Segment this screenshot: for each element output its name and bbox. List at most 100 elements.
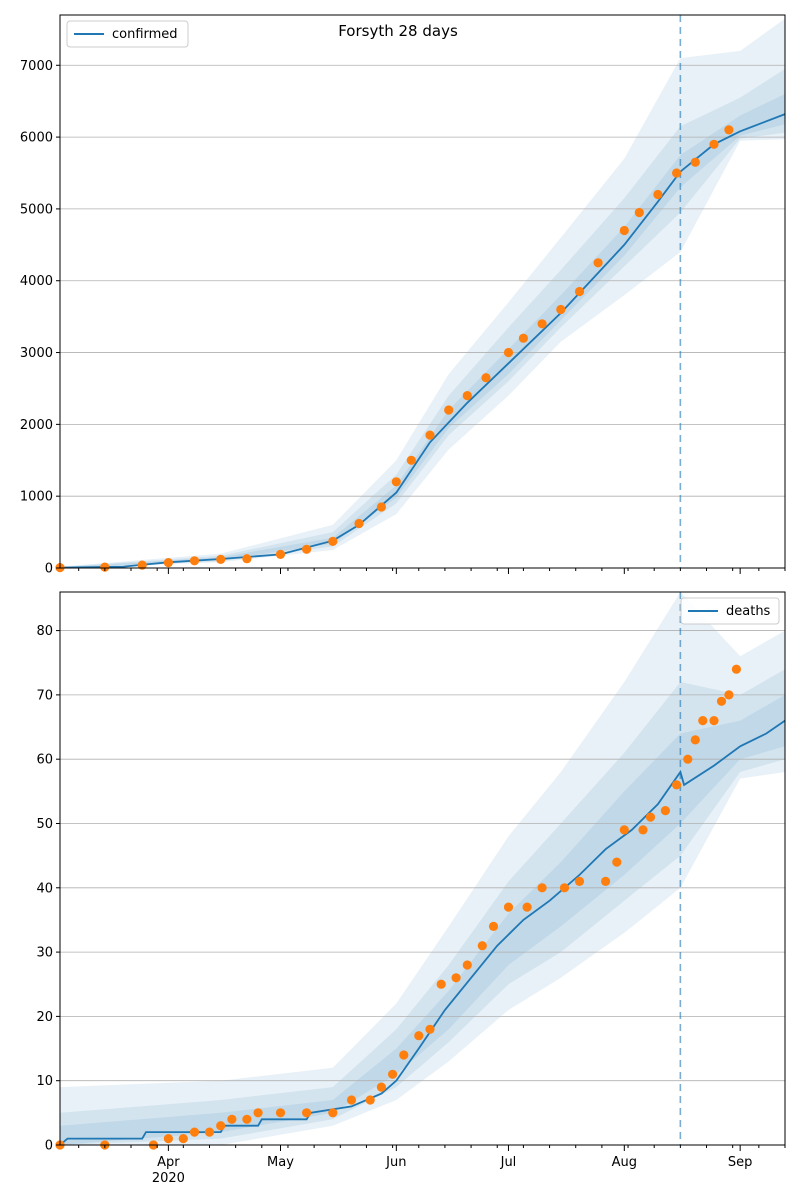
y-tick-label: 0 (45, 1139, 53, 1154)
data-point (376, 1082, 386, 1092)
data-point (593, 258, 603, 268)
band-outer (60, 592, 785, 1145)
data-point (481, 373, 491, 383)
data-point (709, 139, 719, 149)
confirmed-model-line (59, 113, 786, 569)
data-point (619, 225, 629, 236)
x-tick-label: Apr (157, 1155, 180, 1170)
deaths-gridlines (60, 630, 785, 1146)
data-point (365, 1095, 375, 1105)
data-point (414, 1031, 424, 1041)
confirmed-y-axis: 0 1000 2000 3000 4000 5000 6000 7000 (20, 59, 60, 577)
data-point (275, 1108, 286, 1118)
x-tick-sublabel: 2020 (152, 1171, 185, 1186)
data-point (189, 556, 200, 566)
data-point (724, 690, 734, 700)
data-point (574, 876, 585, 887)
data-point (388, 1069, 398, 1079)
confirmed-observed-points (55, 125, 734, 573)
data-point (425, 1024, 435, 1034)
deaths-legend[interactable]: deaths (680, 597, 780, 625)
data-point (436, 979, 446, 989)
data-point (242, 554, 252, 564)
data-point (601, 876, 611, 887)
y-tick-label: 70 (36, 688, 53, 703)
data-point (216, 1121, 226, 1131)
data-point (189, 1127, 200, 1137)
y-tick-label: 5000 (20, 202, 53, 217)
data-point (645, 812, 656, 822)
data-point (574, 286, 585, 297)
x-tick-label: Jun (385, 1155, 406, 1170)
band-middle (60, 669, 785, 1145)
band-outer (60, 18, 785, 569)
data-point (690, 157, 700, 167)
x-tick-label: Aug (612, 1155, 637, 1170)
data-point (559, 883, 570, 893)
y-tick-label: 6000 (20, 131, 53, 146)
data-point (425, 430, 435, 440)
data-point (634, 207, 644, 218)
confirmed-axes-frame (59, 14, 786, 569)
y-tick-label: 10 (36, 1074, 53, 1089)
data-point (227, 1114, 237, 1124)
y-tick-label: 2000 (20, 418, 53, 433)
data-point (328, 536, 338, 547)
data-point (503, 902, 514, 912)
data-point (660, 806, 671, 816)
data-point (391, 477, 401, 487)
legend-label-confirmed: confirmed (112, 27, 178, 42)
y-tick-label: 40 (36, 881, 53, 896)
data-point (462, 391, 472, 401)
data-point (406, 455, 416, 465)
x-tick-label: Jul (500, 1155, 517, 1170)
x-tick-label: May (267, 1155, 294, 1170)
data-point (253, 1108, 263, 1118)
data-point (163, 1134, 173, 1144)
band-inner (60, 694, 785, 1145)
y-tick-label: 30 (36, 946, 53, 961)
deaths-axes-frame (59, 591, 786, 1146)
data-point (556, 304, 566, 315)
data-point (376, 502, 386, 512)
y-tick-label: 1000 (20, 490, 53, 505)
data-point (444, 405, 454, 415)
data-point (522, 902, 532, 912)
data-point (242, 1114, 252, 1124)
y-tick-label: 50 (36, 817, 53, 832)
data-point (537, 319, 547, 329)
data-point (302, 1108, 312, 1118)
data-point (612, 857, 622, 867)
data-point (653, 189, 663, 200)
data-point (163, 558, 173, 568)
data-point (178, 1134, 188, 1144)
data-point (690, 735, 700, 745)
data-point (672, 780, 682, 790)
y-tick-label: 20 (36, 1010, 53, 1025)
axes-frame (59, 14, 786, 569)
data-point (537, 883, 547, 893)
band-middle (60, 68, 785, 568)
legend-box (680, 597, 780, 625)
data-point (724, 125, 734, 135)
data-point (137, 560, 147, 570)
data-point (698, 716, 708, 726)
y-tick-label: 7000 (20, 59, 53, 74)
y-tick-label: 0 (45, 562, 53, 577)
y-tick-label: 80 (36, 624, 53, 639)
data-point (477, 941, 487, 951)
data-point (518, 333, 529, 343)
data-point (683, 754, 693, 764)
legend-label-deaths: deaths (726, 604, 771, 619)
series-line-confirmed (59, 113, 786, 569)
chart-title: Forsyth 28 days (338, 22, 458, 40)
data-point (619, 825, 629, 835)
data-point (672, 168, 682, 178)
confirmed-legend[interactable]: confirmed (66, 20, 189, 48)
deaths-y-axis: 0 10 20 30 40 50 60 70 80 (36, 624, 60, 1154)
data-point (346, 1095, 357, 1105)
data-point (503, 347, 514, 358)
